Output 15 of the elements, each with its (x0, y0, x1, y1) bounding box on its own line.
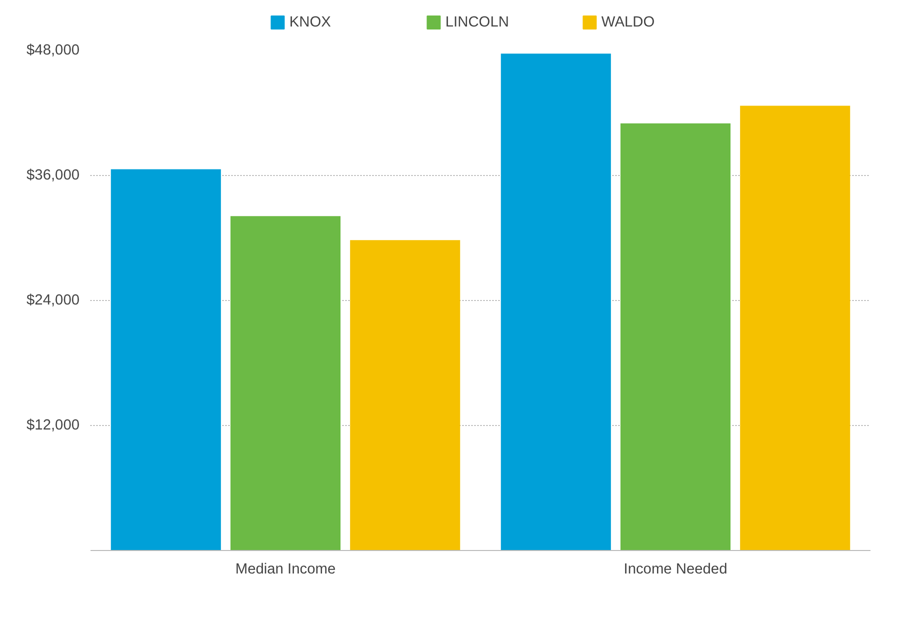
legend-label: WALDO (601, 14, 655, 30)
bar (740, 106, 850, 550)
x-tick-label: Income Needed (624, 562, 728, 578)
legend-label: KNOX (289, 14, 332, 30)
bar (620, 123, 731, 550)
bar (110, 169, 221, 550)
bar (350, 240, 460, 550)
legend-label: LINCOLN (445, 14, 509, 30)
bar (500, 54, 611, 550)
y-tick-label: $24,000 (26, 292, 80, 308)
bar (230, 216, 341, 550)
x-tick-label: Median Income (235, 562, 336, 578)
y-tick-label: $12,000 (26, 418, 80, 434)
y-tick-label: $36,000 (26, 168, 80, 184)
y-tick-label: $48,000 (26, 42, 80, 58)
